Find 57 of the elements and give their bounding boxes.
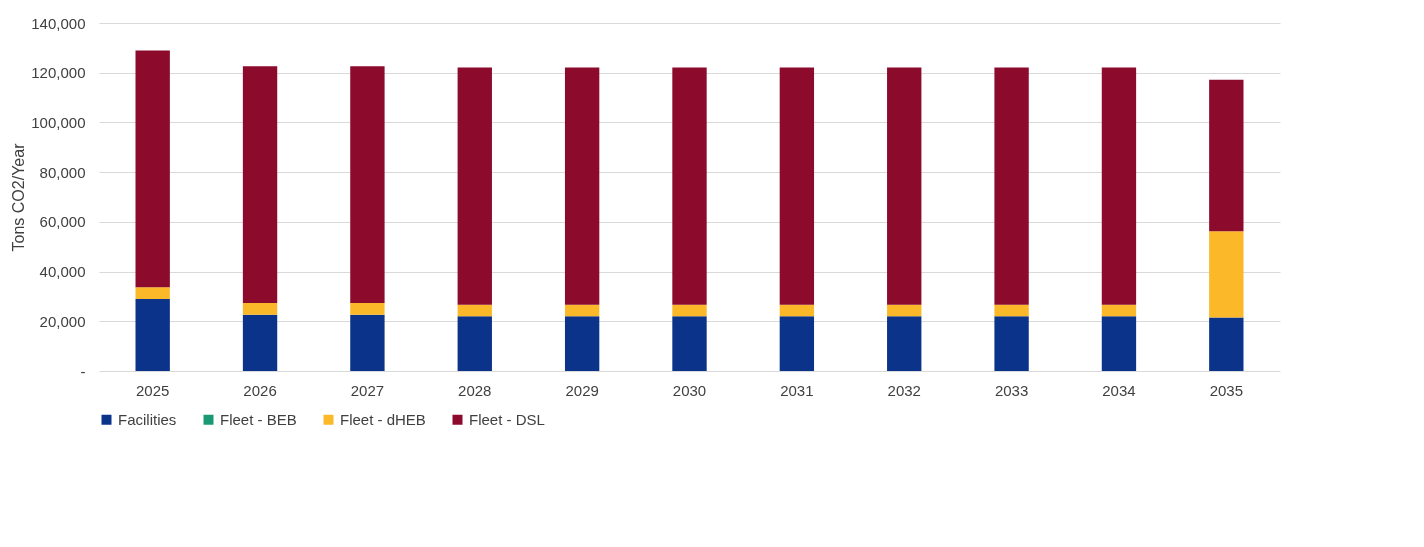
bar — [242, 66, 278, 303]
bar — [350, 302, 385, 315]
legend-label: Fleet - dHEB — [340, 410, 426, 428]
bar — [779, 316, 815, 371]
x-tick-label: 2029 — [565, 381, 599, 399]
y-axis-title: Tons CO2/Year — [10, 142, 28, 252]
bar — [672, 316, 707, 371]
bar — [457, 304, 492, 317]
bar — [135, 287, 170, 299]
x-tick-label: 2026 — [243, 381, 277, 399]
bar — [672, 304, 707, 317]
legend-label: Fleet - DSL — [469, 410, 545, 428]
y-tick-label: 40,000 — [39, 263, 86, 281]
bar — [887, 316, 922, 371]
bar — [564, 67, 600, 305]
bar — [887, 304, 922, 317]
y-tick-label: 140,000 — [31, 14, 86, 32]
bar — [779, 67, 815, 305]
y-tick-label: - — [80, 362, 86, 380]
bar — [135, 50, 170, 288]
bar — [779, 304, 815, 317]
x-tick-label: 2035 — [1209, 381, 1244, 399]
bar — [1209, 231, 1244, 318]
bar — [1101, 67, 1137, 305]
bar — [564, 316, 600, 371]
x-tick-label: 2028 — [458, 381, 492, 399]
bar — [887, 67, 922, 305]
x-tick-label: 2031 — [780, 381, 814, 399]
y-tick-label: 20,000 — [39, 312, 86, 330]
x-tick-label: 2033 — [994, 381, 1029, 399]
x-tick-label: 2025 — [135, 381, 170, 399]
bar — [1209, 79, 1244, 232]
bar — [672, 67, 707, 305]
bar — [1209, 317, 1244, 371]
bar — [457, 67, 492, 305]
bar — [350, 66, 385, 303]
y-tick-label: 80,000 — [39, 163, 86, 181]
x-tick-label: 2027 — [350, 381, 385, 399]
bar — [350, 314, 385, 371]
x-tick-label: 2030 — [672, 381, 707, 399]
x-tick-label: 2034 — [1102, 381, 1136, 399]
bar — [994, 304, 1029, 317]
y-tick-label: 60,000 — [39, 213, 86, 231]
bar — [564, 304, 600, 317]
legend-label: Facilities — [118, 410, 177, 428]
y-tick-label: 100,000 — [31, 113, 86, 131]
bar — [457, 316, 492, 371]
bar — [242, 314, 278, 371]
bar — [1101, 316, 1137, 371]
y-tick-label: 120,000 — [31, 64, 86, 82]
x-tick-label: 2032 — [887, 381, 921, 399]
bar — [994, 316, 1029, 371]
bar — [994, 67, 1029, 305]
bar — [135, 298, 170, 371]
legend-label: Fleet - BEB — [220, 410, 297, 428]
bar — [242, 302, 278, 315]
bar — [1101, 304, 1137, 317]
